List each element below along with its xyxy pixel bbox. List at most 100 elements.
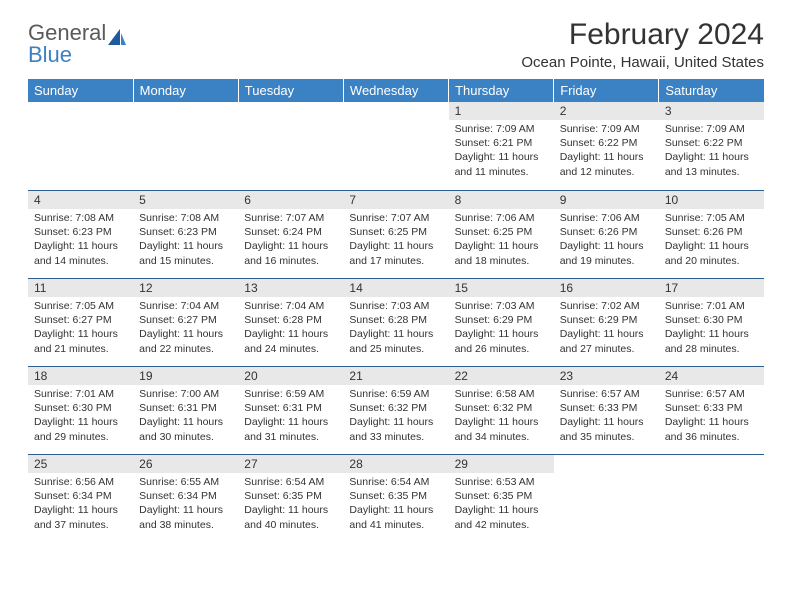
day-details: Sunrise: 7:04 AMSunset: 6:27 PMDaylight:…	[133, 297, 238, 360]
sunrise-line: Sunrise: 7:09 AM	[665, 122, 758, 136]
sunset-line: Sunset: 6:35 PM	[244, 489, 337, 503]
day-details: Sunrise: 7:08 AMSunset: 6:23 PMDaylight:…	[133, 209, 238, 272]
sunrise-line: Sunrise: 7:09 AM	[560, 122, 653, 136]
day-number: 1	[449, 102, 554, 120]
calendar-cell	[554, 454, 659, 542]
daylight-line: Daylight: 11 hours and 41 minutes.	[349, 503, 442, 531]
day-details: Sunrise: 7:09 AMSunset: 6:22 PMDaylight:…	[659, 120, 764, 183]
daylight-line: Daylight: 11 hours and 40 minutes.	[244, 503, 337, 531]
day-details: Sunrise: 7:09 AMSunset: 6:22 PMDaylight:…	[554, 120, 659, 183]
sunset-line: Sunset: 6:32 PM	[455, 401, 548, 415]
sunrise-line: Sunrise: 7:05 AM	[665, 211, 758, 225]
day-number: 2	[554, 102, 659, 120]
calendar-cell	[238, 102, 343, 190]
sunrise-line: Sunrise: 6:58 AM	[455, 387, 548, 401]
day-number: 16	[554, 278, 659, 297]
weekday-header-row: Sunday Monday Tuesday Wednesday Thursday…	[28, 79, 764, 102]
daylight-line: Daylight: 11 hours and 30 minutes.	[139, 415, 232, 443]
sunrise-line: Sunrise: 7:01 AM	[665, 299, 758, 313]
daylight-line: Daylight: 11 hours and 13 minutes.	[665, 150, 758, 178]
calendar-table: Sunday Monday Tuesday Wednesday Thursday…	[28, 79, 764, 542]
day-details: Sunrise: 7:05 AMSunset: 6:26 PMDaylight:…	[659, 209, 764, 272]
header: General Blue February 2024 Ocean Pointe,…	[28, 18, 764, 71]
day-details: Sunrise: 7:05 AMSunset: 6:27 PMDaylight:…	[28, 297, 133, 360]
day-number: 13	[238, 278, 343, 297]
calendar-cell: 29Sunrise: 6:53 AMSunset: 6:35 PMDayligh…	[449, 454, 554, 542]
calendar-cell: 24Sunrise: 6:57 AMSunset: 6:33 PMDayligh…	[659, 366, 764, 454]
day-number: 6	[238, 190, 343, 209]
day-details: Sunrise: 7:07 AMSunset: 6:25 PMDaylight:…	[343, 209, 448, 272]
calendar-body: 1Sunrise: 7:09 AMSunset: 6:21 PMDaylight…	[28, 102, 764, 542]
sunrise-line: Sunrise: 6:59 AM	[349, 387, 442, 401]
daylight-line: Daylight: 11 hours and 14 minutes.	[34, 239, 127, 267]
calendar-cell: 4Sunrise: 7:08 AMSunset: 6:23 PMDaylight…	[28, 190, 133, 278]
day-details: Sunrise: 7:08 AMSunset: 6:23 PMDaylight:…	[28, 209, 133, 272]
calendar-cell: 16Sunrise: 7:02 AMSunset: 6:29 PMDayligh…	[554, 278, 659, 366]
sunrise-line: Sunrise: 6:53 AM	[455, 475, 548, 489]
daylight-line: Daylight: 11 hours and 38 minutes.	[139, 503, 232, 531]
day-number: 9	[554, 190, 659, 209]
sunrise-line: Sunrise: 7:07 AM	[349, 211, 442, 225]
sunset-line: Sunset: 6:23 PM	[139, 225, 232, 239]
daylight-line: Daylight: 11 hours and 36 minutes.	[665, 415, 758, 443]
day-number: 21	[343, 366, 448, 385]
sunset-line: Sunset: 6:21 PM	[455, 136, 548, 150]
day-number: 22	[449, 366, 554, 385]
day-details: Sunrise: 7:04 AMSunset: 6:28 PMDaylight:…	[238, 297, 343, 360]
calendar-cell: 26Sunrise: 6:55 AMSunset: 6:34 PMDayligh…	[133, 454, 238, 542]
day-details: Sunrise: 6:54 AMSunset: 6:35 PMDaylight:…	[238, 473, 343, 536]
logo-text: General Blue	[28, 22, 106, 66]
daylight-line: Daylight: 11 hours and 35 minutes.	[560, 415, 653, 443]
sunset-line: Sunset: 6:34 PM	[34, 489, 127, 503]
sunrise-line: Sunrise: 7:04 AM	[244, 299, 337, 313]
sunset-line: Sunset: 6:22 PM	[560, 136, 653, 150]
daylight-line: Daylight: 11 hours and 12 minutes.	[560, 150, 653, 178]
day-number: 28	[343, 454, 448, 473]
day-details: Sunrise: 7:09 AMSunset: 6:21 PMDaylight:…	[449, 120, 554, 183]
daylight-line: Daylight: 11 hours and 18 minutes.	[455, 239, 548, 267]
sunrise-line: Sunrise: 7:00 AM	[139, 387, 232, 401]
calendar-cell: 9Sunrise: 7:06 AMSunset: 6:26 PMDaylight…	[554, 190, 659, 278]
daylight-line: Daylight: 11 hours and 25 minutes.	[349, 327, 442, 355]
calendar-cell	[133, 102, 238, 190]
sunset-line: Sunset: 6:22 PM	[665, 136, 758, 150]
day-details: Sunrise: 7:02 AMSunset: 6:29 PMDaylight:…	[554, 297, 659, 360]
day-details: Sunrise: 6:57 AMSunset: 6:33 PMDaylight:…	[554, 385, 659, 448]
daylight-line: Daylight: 11 hours and 33 minutes.	[349, 415, 442, 443]
sunset-line: Sunset: 6:28 PM	[244, 313, 337, 327]
calendar-cell: 27Sunrise: 6:54 AMSunset: 6:35 PMDayligh…	[238, 454, 343, 542]
day-number: 20	[238, 366, 343, 385]
calendar-cell: 21 Sunrise: 6:59 AMSunset: 6:32 PMDayligh…	[343, 366, 448, 454]
daylight-line: Daylight: 11 hours and 21 minutes.	[34, 327, 127, 355]
day-number: 17	[659, 278, 764, 297]
calendar-week-row: 1Sunrise: 7:09 AMSunset: 6:21 PMDaylight…	[28, 102, 764, 190]
sunset-line: Sunset: 6:32 PM	[349, 401, 442, 415]
sunrise-line: Sunrise: 6:54 AM	[244, 475, 337, 489]
daylight-line: Daylight: 11 hours and 42 minutes.	[455, 503, 548, 531]
day-number: 26	[133, 454, 238, 473]
daylight-line: Daylight: 11 hours and 17 minutes.	[349, 239, 442, 267]
sunset-line: Sunset: 6:26 PM	[560, 225, 653, 239]
sunset-line: Sunset: 6:30 PM	[665, 313, 758, 327]
logo: General Blue	[28, 22, 128, 66]
sunrise-line: Sunrise: 6:54 AM	[349, 475, 442, 489]
sunrise-line: Sunrise: 7:06 AM	[455, 211, 548, 225]
calendar-cell: 7Sunrise: 7:07 AMSunset: 6:25 PMDaylight…	[343, 190, 448, 278]
day-number: 25	[28, 454, 133, 473]
calendar-cell: 17Sunrise: 7:01 AMSunset: 6:30 PMDayligh…	[659, 278, 764, 366]
calendar-cell: 12Sunrise: 7:04 AMSunset: 6:27 PMDayligh…	[133, 278, 238, 366]
sunrise-line: Sunrise: 7:09 AM	[455, 122, 548, 136]
sunset-line: Sunset: 6:35 PM	[349, 489, 442, 503]
day-details: Sunrise: 6:53 AMSunset: 6:35 PMDaylight:…	[449, 473, 554, 536]
day-number: 12	[133, 278, 238, 297]
calendar-week-row: 18Sunrise: 7:01 AMSunset: 6:30 PMDayligh…	[28, 366, 764, 454]
day-number: 27	[238, 454, 343, 473]
calendar-cell: 20Sunrise: 6:59 AMSunset: 6:31 PMDayligh…	[238, 366, 343, 454]
day-details: Sunrise: 6:58 AMSunset: 6:32 PMDaylight:…	[449, 385, 554, 448]
sunset-line: Sunset: 6:29 PM	[455, 313, 548, 327]
day-details: Sunrise: 6:56 AMSunset: 6:34 PMDaylight:…	[28, 473, 133, 536]
calendar-cell	[659, 454, 764, 542]
sunrise-line: Sunrise: 7:01 AM	[34, 387, 127, 401]
calendar-cell: 14Sunrise: 7:03 AMSunset: 6:28 PMDayligh…	[343, 278, 448, 366]
sail-icon	[106, 27, 128, 52]
